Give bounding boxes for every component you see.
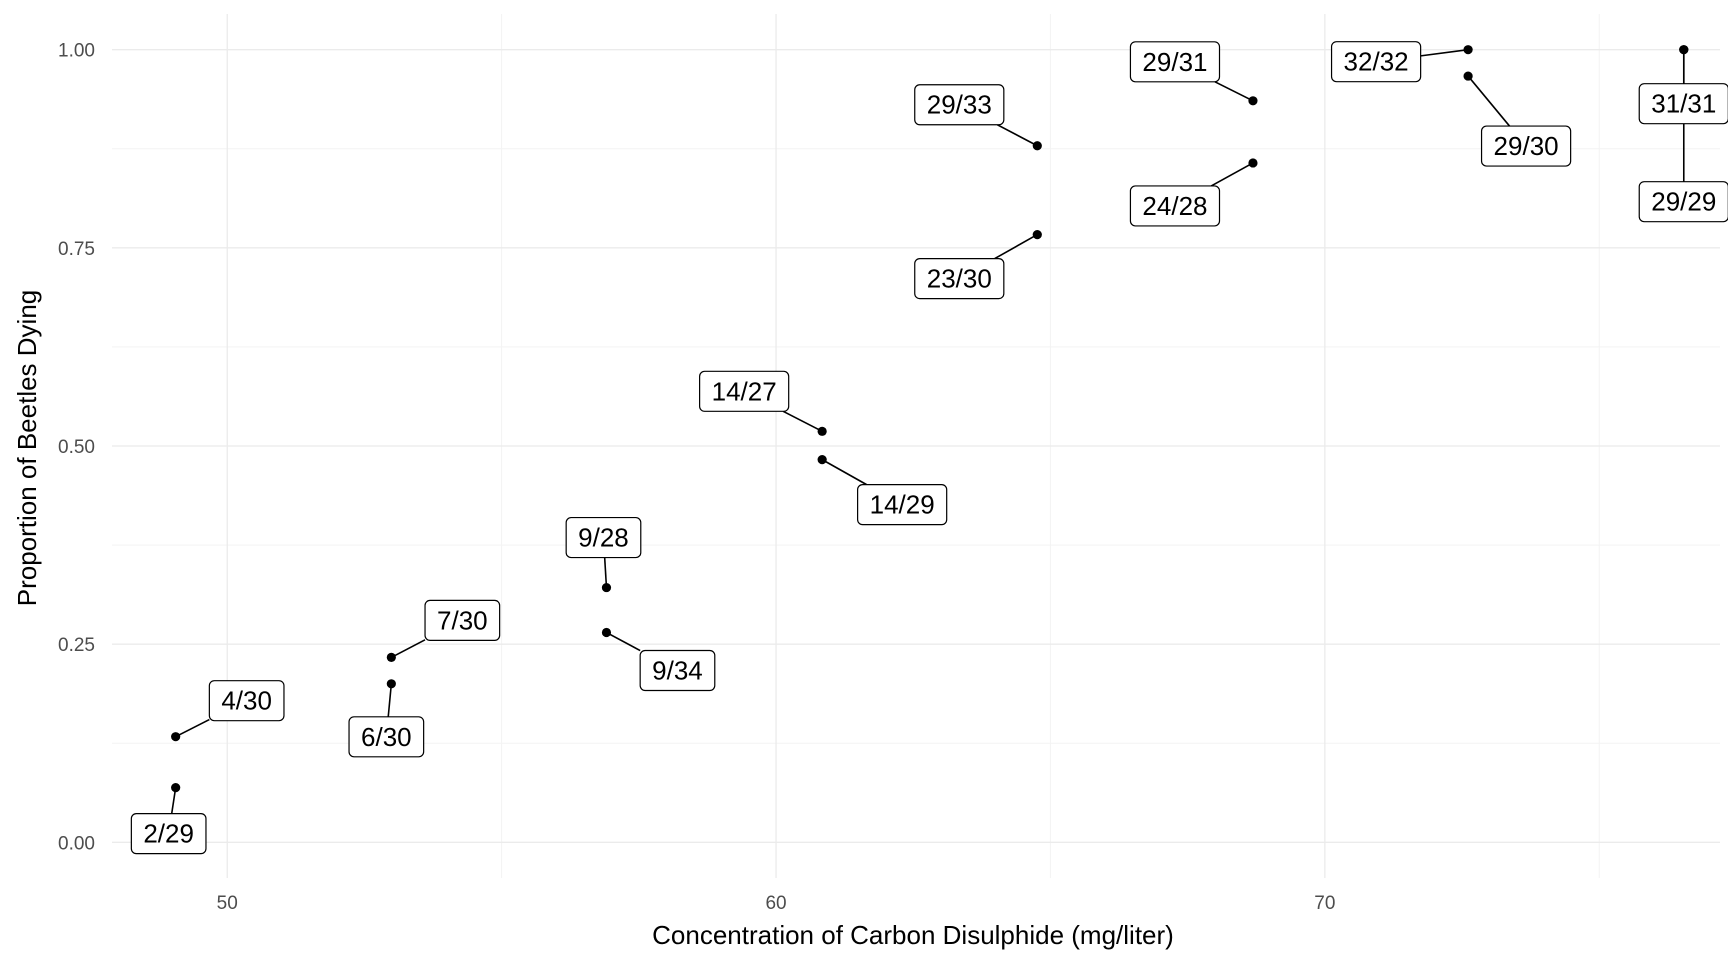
data-point bbox=[817, 426, 827, 436]
point-label: 14/29 bbox=[857, 484, 948, 526]
data-point bbox=[171, 732, 181, 742]
point-label: 31/31 bbox=[1638, 83, 1728, 125]
leader-line bbox=[1467, 75, 1511, 127]
point-label-text: 24/28 bbox=[1142, 191, 1207, 221]
point-label-box bbox=[1129, 185, 1221, 227]
x-tick-labels: 50 60 70 bbox=[217, 893, 1336, 914]
gridlines bbox=[112, 14, 1720, 878]
x-tick-label: 60 bbox=[765, 893, 786, 914]
label-leader-lines bbox=[170, 48, 1685, 814]
y-tick-label: 0.25 bbox=[58, 635, 95, 656]
y-tick-labels: 0.00 0.25 0.50 0.75 1.00 bbox=[58, 41, 95, 855]
point-label: 6/30 bbox=[348, 716, 425, 758]
data-point bbox=[1032, 141, 1042, 151]
data-point bbox=[601, 627, 612, 638]
point-label: 32/32 bbox=[1330, 41, 1422, 83]
leader-line bbox=[175, 718, 210, 738]
point-label-box bbox=[348, 716, 425, 758]
data-point bbox=[1463, 45, 1473, 55]
leader-line bbox=[1420, 48, 1469, 57]
data-point bbox=[171, 783, 181, 793]
point-label-text: 9/28 bbox=[578, 523, 629, 553]
point-label-box bbox=[1638, 83, 1728, 125]
point-label-box bbox=[130, 813, 207, 855]
data-point bbox=[386, 652, 396, 663]
point-label-box bbox=[1638, 181, 1728, 223]
point-label-text: 2/29 bbox=[143, 819, 194, 849]
leader-line bbox=[994, 233, 1038, 260]
point-labels: 2/29 4/30 6/30 7/30 9/34 9/28 14/29 14/27 23/30 2… bbox=[130, 41, 1728, 855]
point-label-box bbox=[208, 680, 285, 722]
leader-line bbox=[782, 410, 823, 433]
point-label: 24/28 bbox=[1129, 185, 1221, 227]
point-label-text: 7/30 bbox=[437, 605, 488, 635]
point-label-text: 23/30 bbox=[927, 264, 992, 294]
leader-line bbox=[390, 639, 426, 659]
x-tick-label: 70 bbox=[1314, 893, 1335, 914]
leader-line bbox=[996, 124, 1038, 147]
point-label-text: 29/31 bbox=[1142, 47, 1207, 77]
data-point bbox=[1032, 229, 1042, 240]
leader-line bbox=[606, 631, 641, 652]
data-point bbox=[1679, 45, 1689, 55]
data-points bbox=[171, 45, 1689, 793]
leader-line bbox=[1214, 81, 1254, 102]
point-label-text: 32/32 bbox=[1344, 47, 1409, 77]
point-label: 2/29 bbox=[130, 813, 207, 855]
point-label: 4/30 bbox=[208, 680, 285, 722]
point-label-text: 31/31 bbox=[1651, 89, 1716, 119]
data-point bbox=[601, 582, 612, 593]
y-tick-label: 0.00 bbox=[58, 833, 95, 854]
data-point bbox=[1248, 158, 1258, 168]
point-label-box bbox=[914, 257, 1005, 300]
x-tick-label: 50 bbox=[217, 893, 238, 914]
x-axis-title: Concentration of Carbon Disulphide (mg/l… bbox=[652, 920, 1174, 950]
point-label-box bbox=[424, 599, 501, 642]
point-label-box bbox=[1480, 125, 1572, 167]
point-label-box bbox=[857, 484, 948, 526]
point-label: 9/34 bbox=[639, 649, 716, 692]
point-label-text: 9/34 bbox=[652, 656, 703, 686]
point-label: 29/29 bbox=[1638, 181, 1728, 223]
point-label-text: 14/27 bbox=[712, 376, 777, 406]
point-label-text: 4/30 bbox=[221, 686, 272, 716]
point-label: 7/30 bbox=[424, 599, 501, 642]
data-point bbox=[386, 679, 396, 689]
point-label: 9/28 bbox=[565, 516, 642, 559]
point-label-box bbox=[699, 370, 790, 412]
point-label-text: 29/29 bbox=[1651, 187, 1716, 217]
leader-line bbox=[603, 557, 608, 588]
point-label: 29/31 bbox=[1129, 41, 1221, 83]
leader-line bbox=[1210, 162, 1254, 187]
point-label: 23/30 bbox=[914, 257, 1005, 300]
y-tick-label: 0.75 bbox=[58, 239, 95, 260]
point-label-box bbox=[1129, 41, 1221, 83]
data-point bbox=[1248, 96, 1258, 106]
data-point bbox=[817, 455, 827, 465]
point-label-box bbox=[565, 516, 642, 559]
point-label-text: 14/29 bbox=[870, 490, 935, 520]
point-label-box bbox=[914, 84, 1005, 126]
data-point bbox=[1463, 71, 1473, 81]
point-label-box bbox=[639, 649, 716, 692]
y-tick-label: 1.00 bbox=[58, 41, 95, 62]
y-tick-label: 0.50 bbox=[58, 437, 95, 458]
point-label-text: 6/30 bbox=[361, 722, 412, 752]
point-label: 29/33 bbox=[914, 84, 1005, 126]
point-label-text: 29/30 bbox=[1494, 131, 1559, 161]
leader-line bbox=[387, 683, 393, 717]
point-label-box bbox=[1330, 41, 1422, 83]
leader-line bbox=[821, 458, 867, 486]
point-label-text: 29/33 bbox=[927, 90, 992, 120]
y-axis-title: Proportion of Beetles Dying bbox=[12, 290, 42, 607]
point-label: 29/30 bbox=[1480, 125, 1572, 167]
point-label: 14/27 bbox=[699, 370, 790, 412]
